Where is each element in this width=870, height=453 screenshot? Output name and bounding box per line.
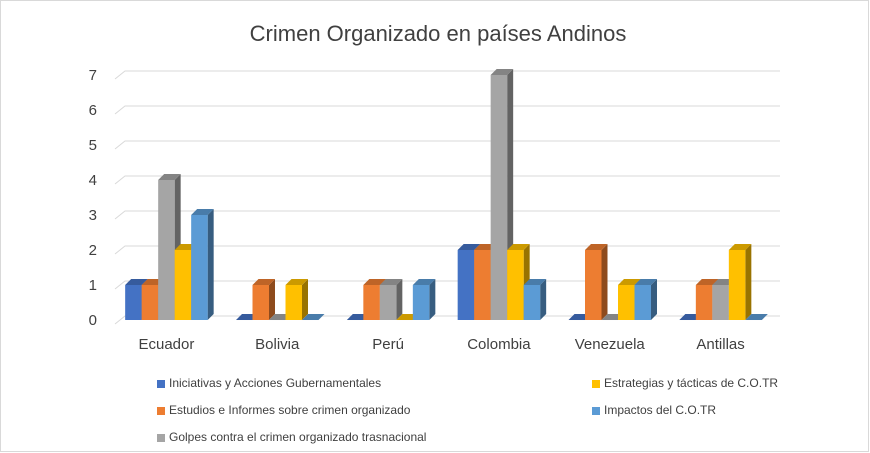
bar-side — [429, 279, 436, 320]
bar — [252, 279, 275, 320]
legend-swatch — [592, 407, 600, 415]
y-tick-label: 5 — [89, 137, 97, 154]
bar-top — [252, 279, 275, 285]
bar-side — [540, 279, 547, 320]
bar-top — [745, 314, 768, 320]
y-tick-label: 4 — [89, 172, 97, 189]
x-tick-label: Antillas — [696, 336, 744, 353]
bar-front — [363, 285, 380, 320]
bar-top — [634, 279, 657, 285]
bar-top — [523, 279, 547, 285]
x-tick-label: Perú — [372, 336, 404, 353]
bar-front — [125, 285, 142, 320]
legend-label: Golpes contra el crimen organizado trasn… — [169, 430, 426, 444]
legend-label: Impactos del C.O.TR — [604, 403, 716, 417]
grid-line — [114, 280, 780, 290]
y-tick-label: 1 — [89, 277, 97, 294]
bar-front — [634, 285, 651, 320]
grid-line — [114, 245, 780, 255]
y-tick-label: 0 — [89, 312, 97, 329]
bar-top — [191, 209, 214, 215]
grid-line — [114, 105, 780, 115]
bar — [634, 279, 657, 320]
bar-front — [252, 285, 269, 320]
bar — [285, 279, 308, 320]
grid-line — [114, 70, 780, 80]
y-tick-label: 3 — [89, 207, 97, 224]
grid-line — [114, 315, 780, 325]
bar-front — [474, 250, 491, 320]
grid-line — [114, 140, 780, 150]
bar-top — [490, 69, 514, 75]
bar-top — [507, 244, 530, 250]
x-tick-label: Ecuador — [138, 336, 194, 353]
bar — [379, 279, 403, 320]
bar-top — [302, 314, 325, 320]
y-tick-label: 6 — [89, 102, 97, 119]
bar-side — [396, 279, 403, 320]
legend-swatch — [157, 434, 165, 442]
x-tick-label: Venezuela — [575, 336, 646, 353]
bar-side — [207, 209, 214, 320]
bar-top — [695, 279, 719, 285]
bar-front — [585, 250, 602, 320]
legend-label: Estrategias y tácticas de C.O.TR — [604, 376, 778, 390]
bar-side — [745, 244, 752, 320]
bar — [745, 314, 768, 321]
legend-swatch — [157, 380, 165, 388]
bar-front — [141, 285, 159, 320]
bar-front — [490, 75, 508, 320]
bar-side — [651, 279, 657, 320]
bar — [728, 244, 752, 320]
bar-side — [302, 279, 308, 320]
bar-top — [285, 279, 308, 285]
bar-front — [379, 285, 397, 320]
bar-top — [125, 279, 148, 285]
bar-front — [457, 250, 475, 320]
bar-front — [695, 285, 713, 320]
bar-front — [507, 250, 524, 320]
bar-front — [712, 285, 729, 320]
legend-swatch — [157, 407, 165, 415]
bar — [523, 279, 547, 320]
y-tick-label: 7 — [89, 67, 97, 84]
bar — [191, 209, 214, 320]
legend-label: Iniciativas y Acciones Gubernamentales — [169, 376, 381, 390]
bar-front — [618, 285, 635, 320]
bar-front — [174, 250, 192, 320]
y-tick-label: 2 — [89, 242, 97, 259]
bar-top — [618, 279, 641, 285]
bar-front — [412, 285, 430, 320]
bar-front — [191, 215, 208, 320]
bar-top — [457, 244, 481, 250]
x-tick-label: Bolivia — [255, 336, 300, 353]
bar-top — [158, 174, 181, 180]
legend-label: Estudios e Informes sobre crimen organiz… — [169, 403, 411, 417]
bar-top — [412, 279, 436, 285]
chart-title: Crimen Organizado en países Andinos — [250, 21, 627, 46]
bar-front — [523, 285, 541, 320]
bar — [412, 279, 436, 320]
bar-top — [728, 244, 752, 250]
grid-line — [114, 175, 780, 185]
bar-front — [285, 285, 302, 320]
bar — [585, 244, 608, 320]
bar-side — [269, 279, 275, 320]
bar-top — [585, 244, 608, 250]
bar-front — [728, 250, 746, 320]
bar-side — [601, 244, 608, 320]
x-tick-label: Colombia — [467, 336, 531, 353]
bar-front — [158, 180, 175, 320]
bar-top — [379, 279, 403, 285]
bar-top — [363, 279, 386, 285]
grid-line — [114, 210, 780, 220]
legend-swatch — [592, 380, 600, 388]
bar — [302, 314, 325, 321]
